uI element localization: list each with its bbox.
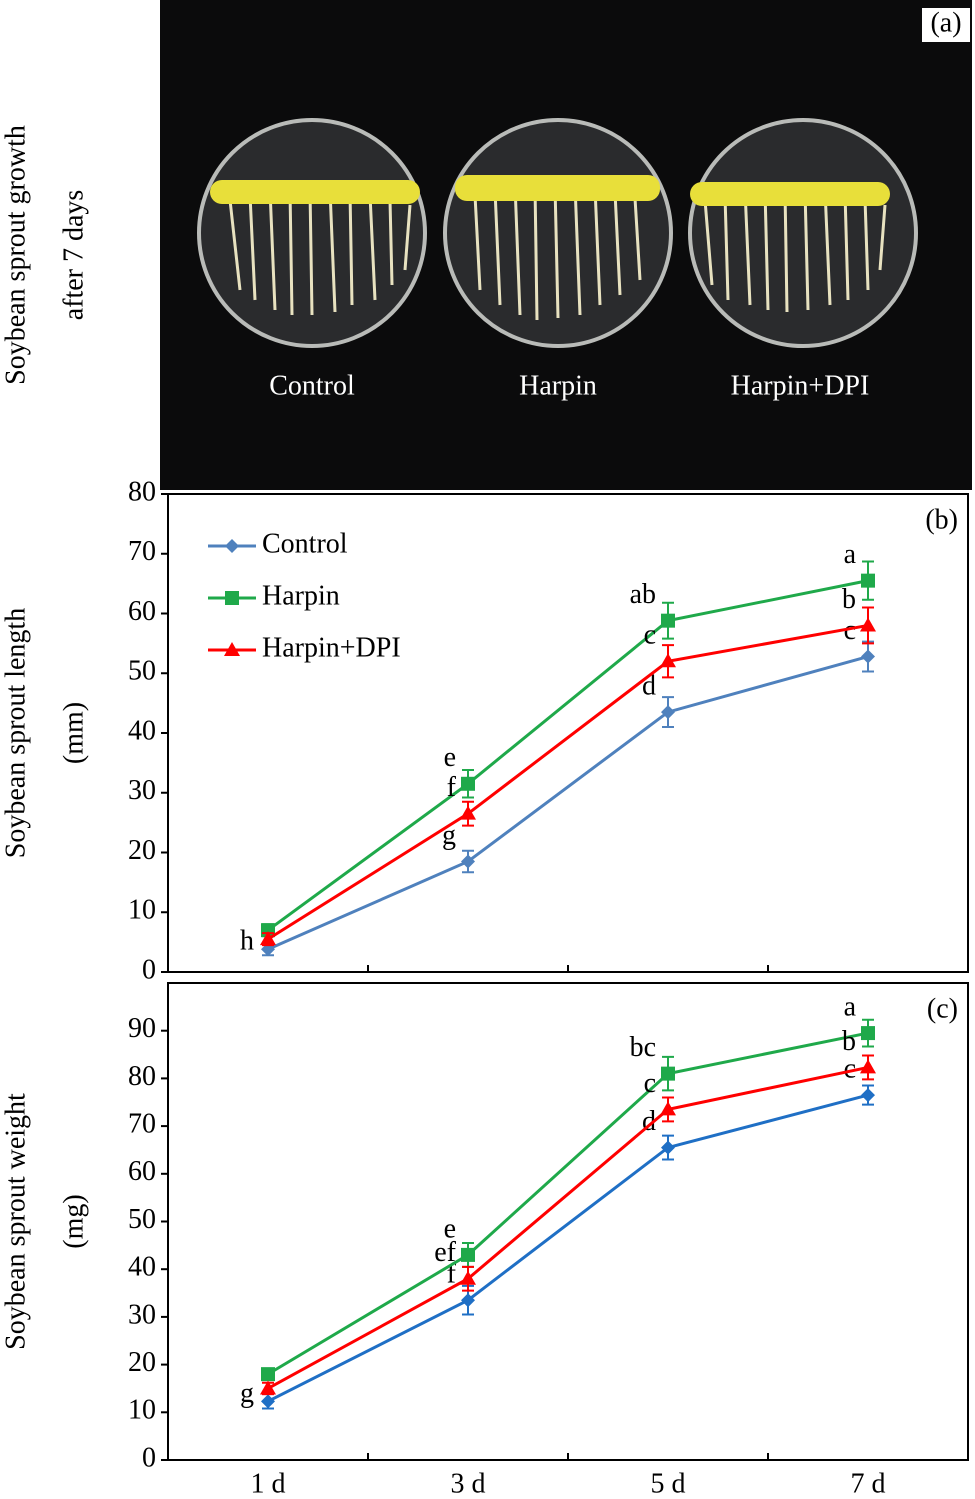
sprouts [228, 184, 887, 321]
y-tick-label: 20 [128, 1347, 156, 1378]
y-tick-label: 70 [128, 1109, 156, 1140]
significance-letter: f [447, 772, 457, 803]
y-tick-label: 40 [128, 1252, 156, 1283]
y-tick-label: 60 [128, 596, 156, 627]
legend-label: Harpin [262, 580, 340, 611]
y-tick-label: 30 [128, 1299, 156, 1330]
x-tick-label: 5 d [651, 1468, 686, 1499]
series-line [267, 579, 869, 932]
y-tick-label: 50 [128, 656, 156, 687]
significance-letter: f [447, 1259, 457, 1290]
y-axis-label: (mm) [58, 702, 89, 764]
panel-label: (a) [930, 7, 961, 38]
significance-letter: c [644, 1068, 656, 1099]
significance-letter: g [240, 1378, 254, 1409]
series-line [267, 623, 869, 941]
y-tick-label: 80 [128, 476, 156, 507]
series-line [267, 1031, 869, 1376]
significance-letter: a [844, 539, 857, 570]
y-tick-label: 10 [128, 1395, 156, 1426]
significance-letter: b [842, 584, 856, 615]
y-tick-label: 20 [128, 835, 156, 866]
y-tick-label: 60 [128, 1156, 156, 1187]
x-tick-label: 7 d [851, 1468, 886, 1499]
significance-letter: c [844, 1054, 856, 1085]
marker [661, 613, 675, 628]
marker [461, 854, 475, 869]
x-tick-label: 3 d [451, 1468, 486, 1499]
significance-letter: e [444, 742, 456, 773]
marker [261, 1394, 275, 1409]
significance-letter: b [842, 1026, 856, 1057]
photo-panel: (a) Control Harpin Harpin+DPI [160, 0, 972, 490]
marker [460, 805, 476, 820]
marker [861, 573, 875, 588]
dish-label: Control [269, 370, 355, 401]
y-axis-label: Soybean sprout growth [0, 125, 31, 385]
marker [860, 1059, 876, 1074]
marker [460, 1270, 476, 1285]
y-tick-label: 0 [142, 1442, 156, 1473]
y-tick-label: 30 [128, 775, 156, 806]
marker [660, 653, 676, 668]
significance-letter: ef [434, 1237, 456, 1268]
y-tick-label: 40 [128, 715, 156, 746]
y-tick-label: 70 [128, 536, 156, 567]
marker [861, 1026, 875, 1041]
marker [661, 1066, 675, 1081]
legend-label: Control [262, 528, 348, 559]
marker [261, 1367, 275, 1382]
dish-label: Harpin+DPI [731, 370, 870, 401]
significance-letter: bc [630, 1032, 656, 1063]
legend-marker [224, 642, 240, 656]
y-axis-label: (mg) [58, 1194, 89, 1248]
marker [861, 649, 875, 664]
legend-label: Harpin+DPI [262, 632, 401, 663]
x-tick-label: 1 d [251, 1468, 286, 1499]
y-tick-label: 10 [128, 895, 156, 926]
y-tick-label: 90 [128, 1013, 156, 1044]
significance-letter: e [444, 1213, 456, 1244]
y-axis-label: Soybean sprout weight [0, 1093, 31, 1350]
panel-label-box [922, 8, 970, 42]
marker [660, 1101, 676, 1116]
marker [260, 1380, 276, 1395]
marker [661, 1140, 675, 1155]
panel-label: (b) [925, 504, 958, 535]
marker [461, 1293, 475, 1308]
marker [661, 705, 675, 720]
legend-marker [225, 539, 239, 553]
marker [260, 931, 276, 946]
y-tick-label: 80 [128, 1061, 156, 1092]
marker [861, 1088, 875, 1103]
marker [860, 617, 876, 632]
significance-letter: ab [630, 579, 656, 610]
significance-letter: c [644, 620, 656, 651]
marker [461, 1247, 475, 1262]
significance-letter: c [844, 615, 856, 646]
seeds [210, 175, 890, 206]
y-tick-label: 0 [142, 954, 156, 985]
significance-letter: a [844, 992, 857, 1023]
significance-letter: h [240, 926, 254, 957]
y-tick-label: 50 [128, 1204, 156, 1235]
y-axis-label: after 7 days [58, 190, 89, 321]
panel-label: (c) [927, 993, 958, 1024]
series-line [267, 655, 869, 951]
dish-label: Harpin [519, 370, 597, 401]
marker [461, 776, 475, 791]
series-line [267, 1093, 869, 1403]
legend-marker [225, 591, 239, 605]
y-axis-label: Soybean sprout length [0, 608, 31, 858]
series-line [267, 1065, 869, 1390]
